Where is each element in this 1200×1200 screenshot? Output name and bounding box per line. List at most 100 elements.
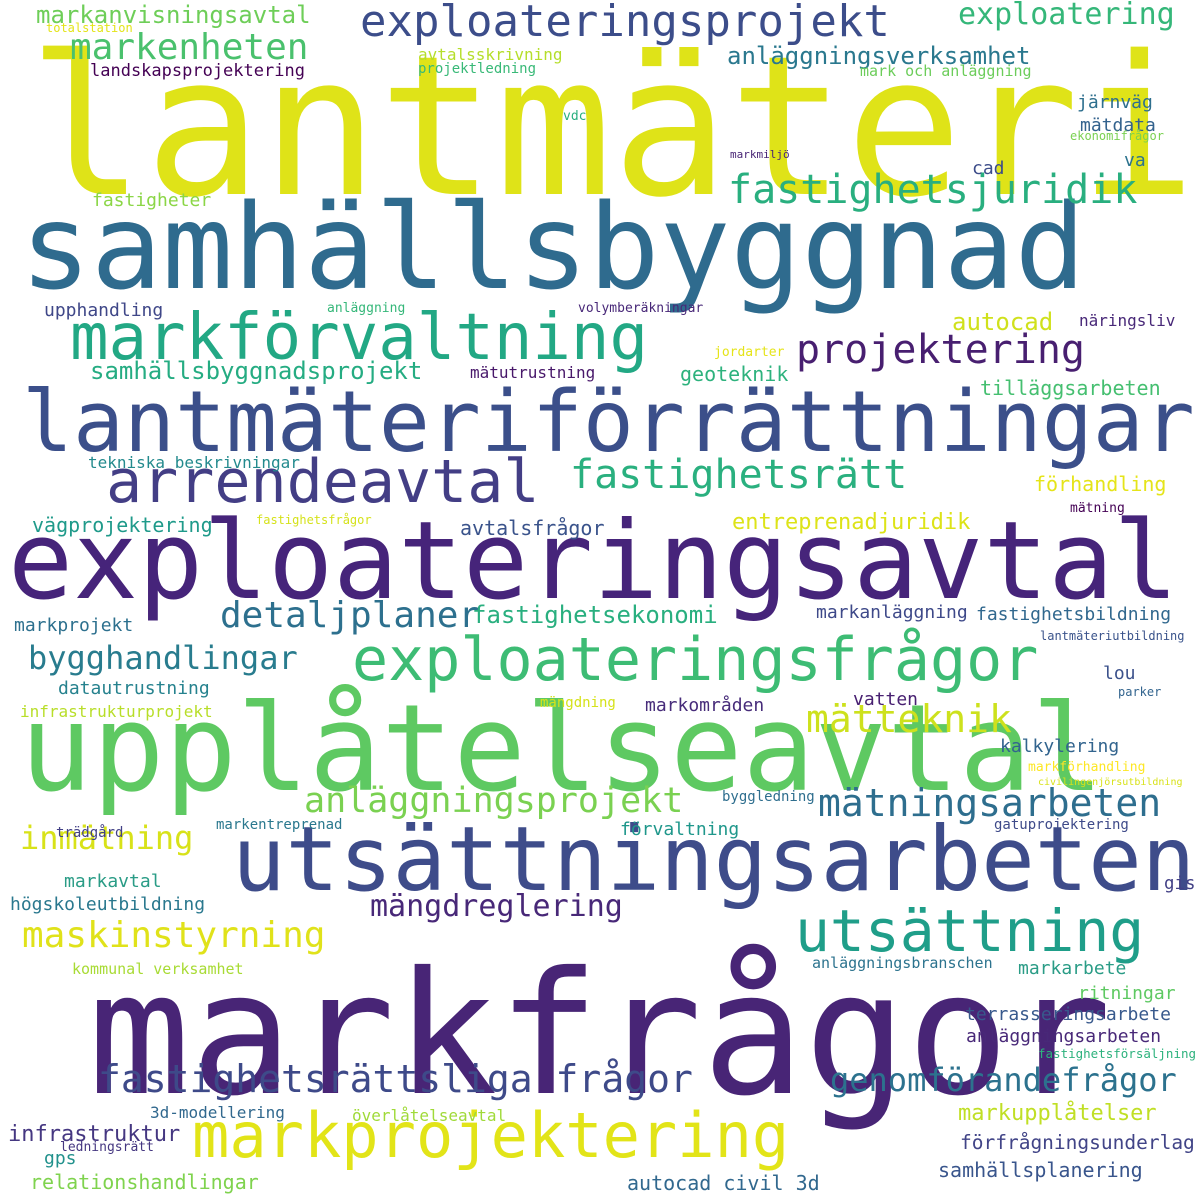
word-71: gps <box>44 1148 77 1169</box>
word-66: gis <box>1164 874 1196 894</box>
word-25: inmätning <box>20 819 194 857</box>
word-2: exploateringsavtal <box>8 499 1179 624</box>
word-65: högskoleutbildning <box>10 894 206 915</box>
word-32: entreprenadjuridik <box>732 510 971 535</box>
word-21: mätningsarbeten <box>818 781 1162 825</box>
word-35: förfrågningsunderlag <box>960 1131 1195 1154</box>
word-80: avtalsskrivning <box>418 45 563 64</box>
word-18: detaljplaner <box>220 595 481 636</box>
word-38: autocad civil 3d <box>627 1171 820 1195</box>
word-99: ledningsrätt <box>60 1140 154 1155</box>
word-61: mätutrustning <box>470 363 596 382</box>
word-72: 3d-modellering <box>150 1103 285 1122</box>
word-40: geoteknik <box>680 362 789 386</box>
word-98: fastighetsförsäljning <box>1038 1046 1197 1061</box>
word-55: upphandling <box>44 300 164 321</box>
word-75: kommunal verksamhet <box>72 960 244 978</box>
word-49: vatten <box>853 689 919 710</box>
word-90: fastighetsfrågor <box>256 513 372 527</box>
word-68: ritningar <box>1078 983 1176 1004</box>
word-46: datautrustning <box>58 678 210 699</box>
word-83: totalstation <box>46 21 133 35</box>
word-89: jordarter <box>714 345 785 360</box>
word-43: avtalsfrågor <box>460 516 605 540</box>
word-67: markarbete <box>1018 958 1127 979</box>
word-27: exploatering <box>958 0 1175 32</box>
word-53: fastighetsbildning <box>976 604 1172 625</box>
word-85: ekonomifrågor <box>1070 129 1164 143</box>
word-16: fastighetsrättsliga frågor <box>98 1057 693 1101</box>
word-20: mätteknik <box>806 697 1012 741</box>
word-24: genomförandefrågor <box>830 1061 1177 1099</box>
word-74: anläggningsbranschen <box>812 954 993 972</box>
word-81: projektledning <box>418 61 537 77</box>
word-34: infrastruktur <box>8 1122 181 1147</box>
word-45: markprojekt <box>14 615 134 636</box>
word-79: trädgård <box>56 825 124 841</box>
word-6: utsättningsarbeten <box>232 807 1196 911</box>
word-23: bygghandlingar <box>28 639 298 677</box>
word-10: exploateringsfrågor <box>352 625 1039 695</box>
word-96: markförhandling <box>1028 760 1146 775</box>
word-86: markmiljö <box>730 148 790 161</box>
word-77: byggledning <box>722 789 815 805</box>
word-97: civilingenjörsutbildning <box>1038 777 1183 788</box>
word-15: projektering <box>796 327 1085 373</box>
word-69: terrasseringsarbete <box>965 1004 1171 1025</box>
word-8: exploateringsprojekt <box>360 0 890 47</box>
word-63: tekniska beskrivningar <box>88 453 300 472</box>
word-5: lantmäteriförrättningar <box>22 372 1195 471</box>
word-29: anläggningsverksamhet <box>727 42 1031 70</box>
word-33: markupplåtelser <box>958 1101 1157 1126</box>
word-82: mark och anläggning <box>860 62 1032 80</box>
word-31: fastighetsekonomi <box>472 601 718 629</box>
word-87: anläggning <box>327 301 406 316</box>
word-7: markprojektering <box>192 1099 790 1172</box>
word-64: markavtal <box>64 871 162 892</box>
word-60: landskapsprojektering <box>90 61 305 81</box>
word-51: förvaltning <box>620 819 740 840</box>
word-37: relationshandlingar <box>30 1170 259 1194</box>
word-4: upplåtelseavtal <box>20 680 1104 819</box>
word-48: markområden <box>645 695 765 716</box>
word-73: överlåtelseavtal <box>352 1106 507 1125</box>
word-92: lantmäteriutbildning <box>1040 629 1185 643</box>
word-84: vdc <box>563 109 587 124</box>
word-58: cad <box>972 158 1005 179</box>
word-54: fastigheter <box>92 190 212 211</box>
word-36: samhällsplanering <box>938 1158 1143 1182</box>
word-12: utsättning <box>795 897 1145 965</box>
word-41: tilläggsarbeten <box>980 376 1161 400</box>
word-26: mängdreglering <box>370 889 623 924</box>
word-76: markentreprenad <box>216 817 343 833</box>
word-57: järnväg <box>1077 92 1153 113</box>
word-1: samhällsbyggnad <box>20 178 1086 316</box>
word-94: mängdning <box>540 695 616 711</box>
word-9: markförvaltning <box>70 301 648 375</box>
word-14: fastighetsrätt <box>570 452 908 498</box>
word-91: mätning <box>1070 501 1125 516</box>
word-0: lantmäteri <box>28 14 1196 240</box>
word-50: lou <box>1103 663 1136 684</box>
word-39: autocad <box>952 308 1054 336</box>
word-19: maskinstyrning <box>22 915 326 956</box>
word-22: anläggningsprojekt <box>304 781 684 821</box>
word-13: fastighetsjuridik <box>728 167 1138 213</box>
word-42: förhandling <box>1034 472 1167 496</box>
word-95: parker <box>1118 685 1162 699</box>
word-11: arrendeavtal <box>106 447 540 517</box>
word-78: gatuprojektering <box>994 817 1129 833</box>
word-30: samhällsbyggnadsprojekt <box>90 357 423 385</box>
word-56: mätdata <box>1080 115 1156 136</box>
word-52: markanläggning <box>816 602 968 623</box>
word-93: infrastrukturprojekt <box>20 702 213 721</box>
word-47: kalkylering <box>1000 736 1120 757</box>
word-17: markenheten <box>70 27 309 68</box>
word-70: anläggningsarbeten <box>966 1026 1162 1047</box>
word-88: volymberäkningar <box>578 301 704 316</box>
word-59: va <box>1124 150 1146 171</box>
word-3: markfrågor <box>88 936 1112 1134</box>
word-62: näringsliv <box>1079 311 1176 330</box>
word-28: markanvisningsavtal <box>36 1 311 29</box>
